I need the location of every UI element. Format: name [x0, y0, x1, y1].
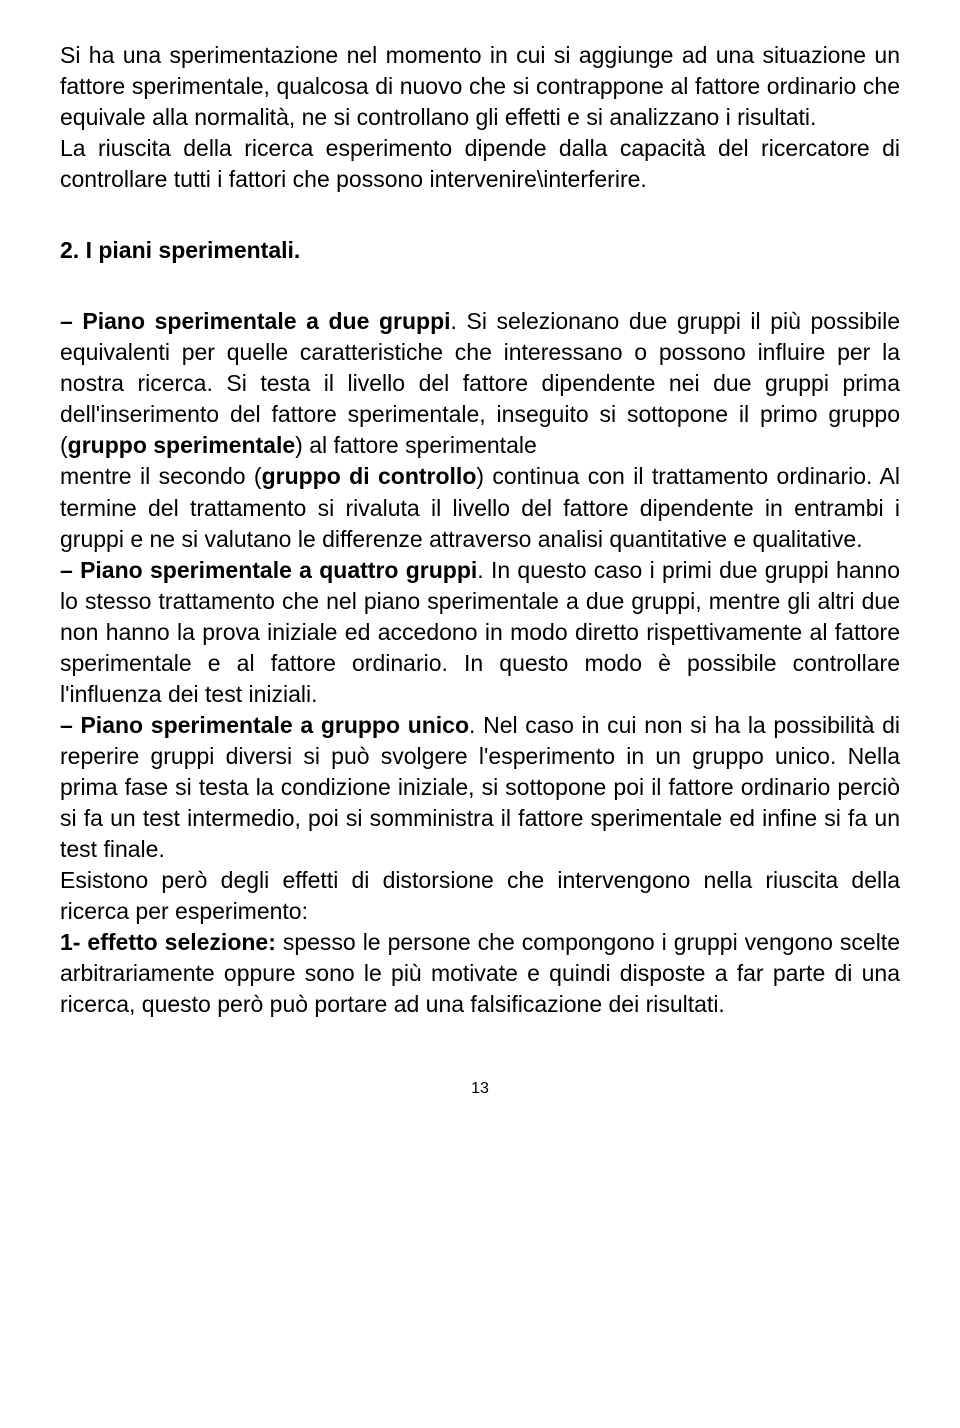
bold-gruppo-sperimentale: gruppo sperimentale	[68, 432, 295, 458]
body-p4: Esistono però degli effetti di distorsio…	[60, 865, 900, 927]
body-p2: – Piano sperimentale a quattro gruppi. I…	[60, 555, 900, 710]
body-p1b: mentre il secondo (gruppo di controllo) …	[60, 461, 900, 554]
text-3: mentre il secondo (	[60, 463, 262, 489]
bold-due-gruppi: – Piano sperimentale a due gruppi	[60, 308, 451, 334]
text-2: ) al fattore sperimentale	[295, 432, 537, 458]
bold-gruppo-unico: – Piano sperimentale a gruppo unico	[60, 712, 469, 738]
body-p1: – Piano sperimentale a due gruppi. Si se…	[60, 306, 900, 461]
bold-gruppo-controllo: gruppo di controllo	[262, 463, 477, 489]
intro-paragraph-1: Si ha una sperimentazione nel momento in…	[60, 40, 900, 133]
body-p5: 1- effetto selezione: spesso le persone …	[60, 927, 900, 1020]
body-p3: – Piano sperimentale a gruppo unico. Nel…	[60, 710, 900, 865]
section-heading: 2. I piani sperimentali.	[60, 237, 900, 264]
page-number: 13	[60, 1080, 900, 1098]
intro-paragraph-2: La riuscita della ricerca esperimento di…	[60, 133, 900, 195]
bold-effetto-selezione: 1- effetto selezione:	[60, 929, 276, 955]
bold-quattro-gruppi: – Piano sperimentale a quattro gruppi	[60, 557, 477, 583]
